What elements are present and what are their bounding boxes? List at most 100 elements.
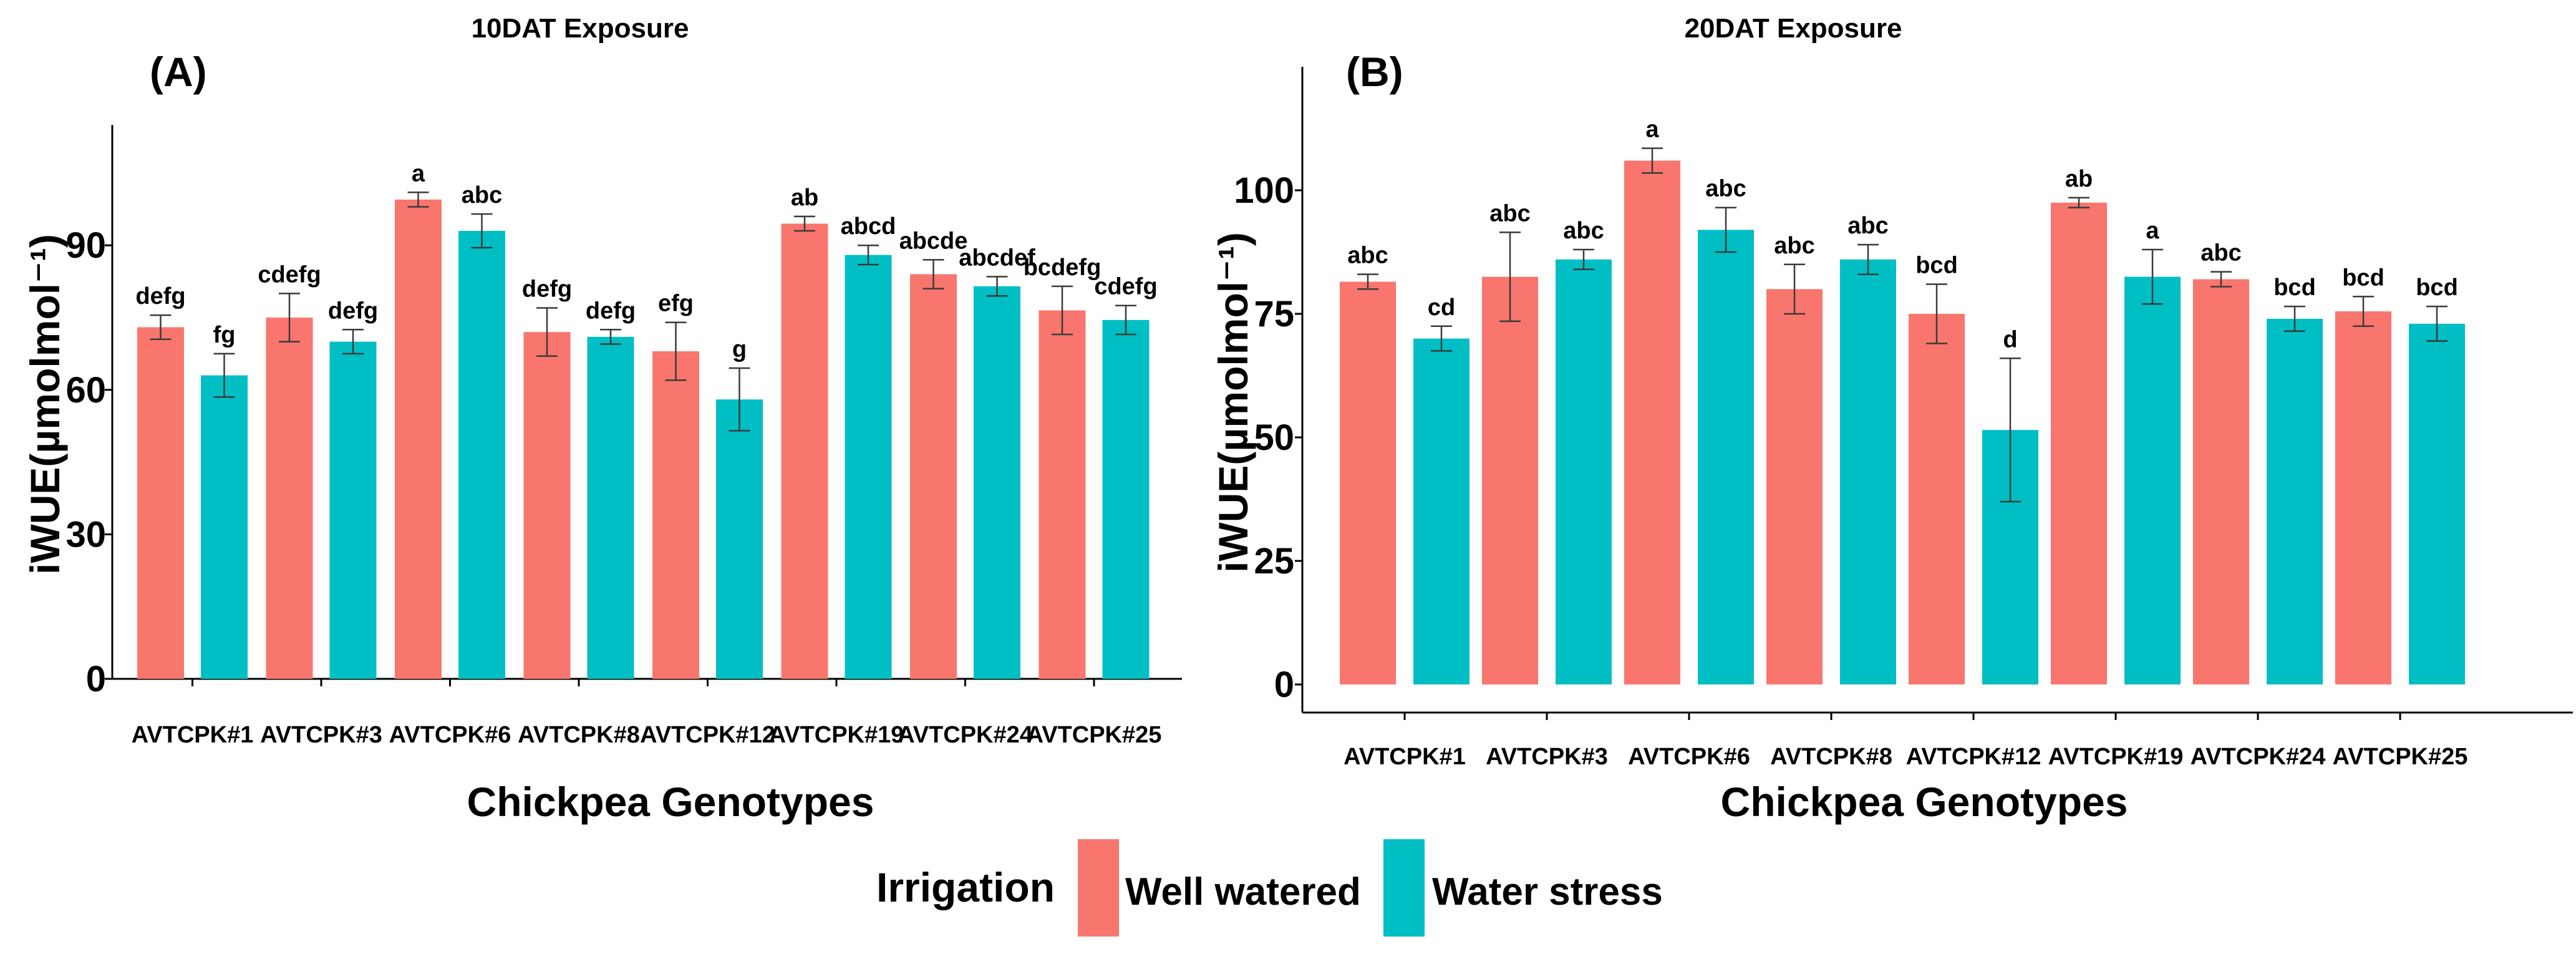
panel-b-plot: 0 25 50 75 100 AVTCPK#1 abc cd AVTCPK#3 abc abc AVT… <box>1234 67 2573 770</box>
panel-a-bar-water-stress <box>587 336 634 679</box>
panel-a-significance-label: defg <box>522 276 572 303</box>
panel-a-xtick-label: AVTCPK#8 <box>518 722 640 748</box>
panel-b-xtick-label: AVTCPK#3 <box>1486 744 1608 770</box>
panel-b-ytick-label: 75 <box>1254 294 1294 334</box>
panel-a-bar-well-watered <box>652 351 699 679</box>
panel-a-bar-water-stress <box>1102 319 1150 679</box>
panel-b-significance-label: bcd <box>2416 275 2458 301</box>
panel-a-significance-label: abc <box>462 182 502 208</box>
panel-b-bar-well-watered <box>2335 311 2391 684</box>
panel-a-xtick-label: AVTCPK#3 <box>260 722 382 748</box>
legend: Irrigation Well watered Water stress <box>876 839 1663 937</box>
panel-b-bar-well-watered <box>2193 279 2249 684</box>
panel-a-significance-label: a <box>412 160 425 187</box>
panel-b-significance-label: a <box>2146 218 2159 244</box>
panel-a-xtick-label: AVTCPK#12 <box>640 722 775 748</box>
panel-b-xtick-label: AVTCPK#8 <box>1770 744 1892 770</box>
panel-a-significance-label: g <box>732 336 747 363</box>
panel-b-bar-water-stress <box>2267 318 2323 684</box>
panel-b-bar-well-watered <box>1340 281 1396 684</box>
panel-a-ytick-label: 60 <box>65 370 106 411</box>
panel-b-bar-well-watered <box>1909 314 1965 684</box>
panel-b-significance-label: a <box>1645 117 1659 143</box>
panel-b-significance-label: cd <box>1428 294 1455 321</box>
panel-a-ylabel: iWUE(µmolmol⁻¹) <box>22 234 68 575</box>
panel-b-bar-water-stress <box>1840 259 1896 684</box>
panel-b-bar-water-stress <box>1413 338 1470 684</box>
panel-a-bar-well-watered <box>523 332 571 679</box>
panel-a-xtick-label: AVTCPK#6 <box>389 722 511 748</box>
legend-title: Irrigation <box>876 864 1055 910</box>
panel-b-bar-well-watered <box>1766 289 1823 684</box>
panel-b-xtick-label: AVTCPK#25 <box>2333 744 2468 770</box>
panel-a-xtick-label: AVTCPK#24 <box>898 722 1033 748</box>
panel-a-significance-label: ab <box>791 185 818 211</box>
panel-b-bar-water-stress <box>2124 276 2181 685</box>
panel-a-bar-well-watered <box>910 274 957 679</box>
panel-a-xtick-label: AVTCPK#1 <box>132 722 254 748</box>
panel-b-bar-well-watered <box>1482 276 1538 685</box>
panel-a-bar-well-watered <box>266 318 313 679</box>
panel-b-ylabel: iWUE(µmolmol⁻¹) <box>1210 232 1256 573</box>
panel-a-significance-label: cdefg <box>258 261 321 288</box>
panel-b-significance-label: abc <box>1489 200 1530 226</box>
panel-b-significance-label: abc <box>1847 213 1888 239</box>
panel-b-significance-label: bcd <box>2273 275 2316 301</box>
panel-a-bar-well-watered <box>781 223 828 679</box>
panel-b-bar-water-stress <box>1556 259 1612 684</box>
panel-b-xlabel: Chickpea Genotypes <box>1721 779 2128 825</box>
panel-b-label: (B) <box>1346 49 1403 95</box>
panel-a-bar-well-watered <box>1039 310 1086 679</box>
panel-b-xtick-label: AVTCPK#6 <box>1628 744 1750 770</box>
panel-b-significance-label: bcd <box>2342 265 2385 291</box>
legend-label-water-stress: Water stress <box>1432 870 1663 913</box>
panel-b-xtick-label: AVTCPK#24 <box>2191 744 2326 770</box>
panel-a-ytick-label: 30 <box>65 514 106 555</box>
panel-a-bar-water-stress <box>329 341 377 679</box>
panel-b-significance-label: abc <box>1347 243 1388 269</box>
panel-a-significance-label: fg <box>213 322 236 348</box>
panel-b-significance-label: abc <box>2201 240 2241 266</box>
panel-a-significance-label: defg <box>135 283 185 309</box>
legend-swatch-well-watered <box>1078 839 1119 937</box>
panel-a-bar-well-watered <box>137 327 184 679</box>
panel-b-ytick-label: 100 <box>1234 170 1294 211</box>
panel-a-significance-label: bcdefg <box>1024 255 1102 281</box>
panel-a-ytick-label: 0 <box>86 659 106 699</box>
panel-b-significance-label: abc <box>1774 233 1814 259</box>
panel-b-significance-label: ab <box>2065 166 2093 192</box>
legend-label-well-watered: Well watered <box>1125 870 1361 913</box>
panel-a-significance-label: efg <box>658 291 694 317</box>
panel-a-bar-water-stress <box>458 231 505 679</box>
panel-a-ytick-label: 90 <box>65 225 106 266</box>
panel-b-significance-label: bcd <box>1915 252 1958 278</box>
panel-a-label: (A) <box>150 49 207 95</box>
panel-a-bar-water-stress <box>716 399 763 679</box>
panel-a-bar-water-stress <box>845 255 892 679</box>
panel-b-bar-well-watered <box>2051 202 2107 684</box>
panel-a-bar-water-stress <box>974 286 1020 679</box>
panel-b-xtick-label: AVTCPK#19 <box>2048 744 2184 770</box>
panel-b-ytick-label: 25 <box>1254 541 1294 582</box>
panel-a-xtick-label: AVTCPK#25 <box>1027 722 1162 748</box>
panel-b-ytick-label: 50 <box>1254 417 1294 458</box>
panel-a-plot: 0 30 60 90 AVTCPK#1 defg fg AVTCPK#3 cdefg defg AV… <box>65 125 1182 748</box>
panel-a-significance-label: abcd <box>841 213 896 240</box>
panel-a-title: 10DAT Exposure <box>472 13 689 44</box>
panel-b-xtick-label: AVTCPK#1 <box>1344 744 1466 770</box>
panel-a-significance-label: abcde <box>899 228 968 254</box>
panel-b-bar-water-stress <box>2409 323 2465 684</box>
legend-swatch-water-stress <box>1383 839 1425 937</box>
panel-a-significance-label: defg <box>328 298 378 324</box>
panel-a-significance-label: cdefg <box>1094 274 1157 300</box>
panel-a-significance-label: defg <box>586 298 636 324</box>
panel-b-ytick-label: 0 <box>1274 664 1294 705</box>
panel-b-bar-water-stress <box>1698 230 1754 684</box>
panel-b-significance-label: abc <box>1563 218 1604 244</box>
panel-a-bar-water-stress <box>201 375 248 679</box>
panel-b-title: 20DAT Exposure <box>1685 13 1902 44</box>
panel-a-significance-label: abcdef <box>959 245 1035 271</box>
panel-b-significance-label: d <box>2003 326 2017 353</box>
panel-a-xtick-label: AVTCPK#19 <box>769 722 904 748</box>
